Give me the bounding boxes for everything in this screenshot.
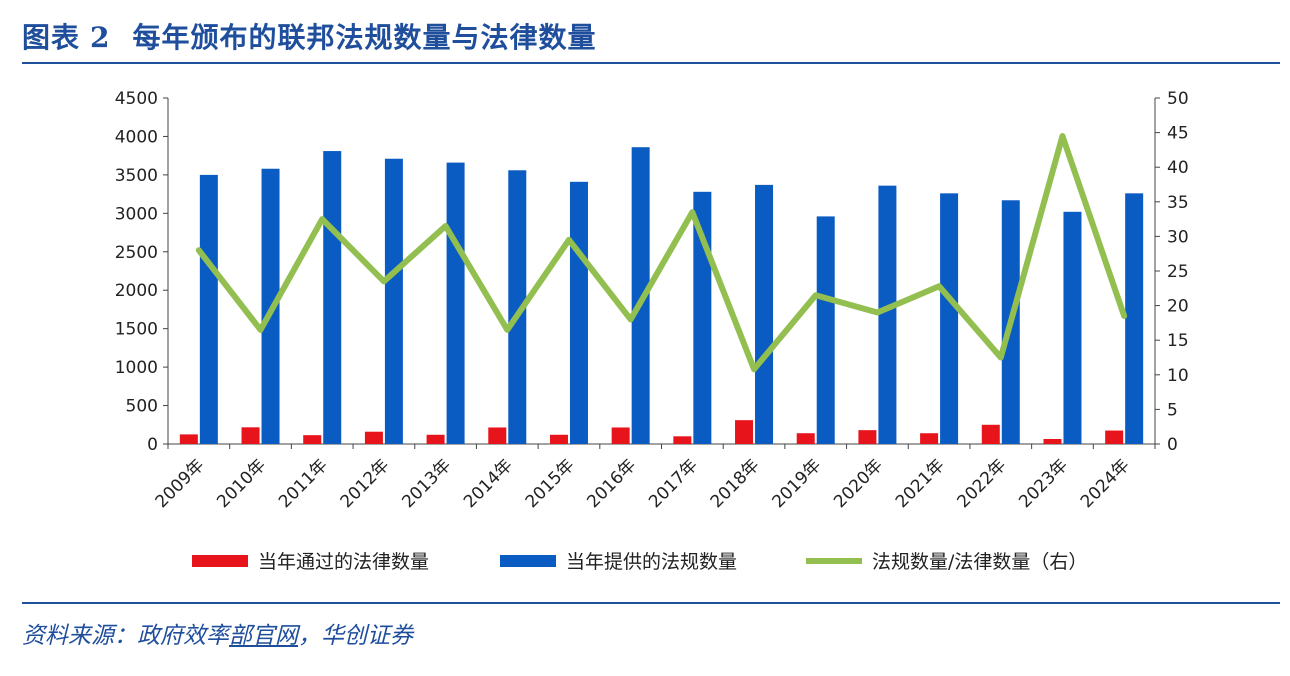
x-tick-label: 2010年 bbox=[213, 455, 270, 512]
x-tick-label: 2016年 bbox=[583, 455, 640, 512]
left-tick-label: 3500 bbox=[115, 166, 158, 186]
bar-laws bbox=[673, 436, 692, 444]
right-tick-label: 35 bbox=[1167, 193, 1189, 213]
right-tick-label: 0 bbox=[1167, 435, 1178, 455]
bar-regulations bbox=[755, 184, 774, 444]
right-tick-label: 25 bbox=[1167, 262, 1189, 282]
left-tick-label: 1500 bbox=[115, 320, 158, 340]
bar-laws bbox=[426, 434, 445, 444]
x-tick-label: 2012年 bbox=[337, 455, 394, 512]
left-tick-label: 3000 bbox=[115, 204, 158, 224]
legend-swatch-regulations bbox=[500, 555, 556, 567]
right-tick-label: 45 bbox=[1167, 124, 1189, 144]
bar-regulations bbox=[816, 216, 835, 444]
x-tick-label: 2021年 bbox=[892, 455, 949, 512]
source-prefix: 资料来源：政府效率 bbox=[22, 623, 229, 649]
figure-number: 2 bbox=[90, 21, 111, 54]
figure-title-text: 每年颁布的联邦法规数量与法律数量 bbox=[132, 21, 597, 54]
bar-laws bbox=[611, 427, 630, 444]
x-tick-label: 2017年 bbox=[645, 455, 702, 512]
x-tick-label: 2011年 bbox=[275, 455, 332, 512]
bar-regulations bbox=[940, 193, 959, 444]
bar-regulations bbox=[323, 151, 342, 444]
bar-regulations bbox=[384, 158, 403, 444]
bar-laws bbox=[735, 420, 754, 444]
bar-laws bbox=[488, 427, 507, 444]
bar-laws bbox=[920, 433, 939, 444]
x-tick-label: 2014年 bbox=[460, 455, 517, 512]
chart-title: 图表 2 每年颁布的联邦法规数量与法律数量 bbox=[22, 16, 597, 56]
legend-label-regulations: 当年提供的法规数量 bbox=[566, 551, 737, 573]
x-tick-labels: 2009年 2010年 2011年 2012年 2013年 2014年 2015年 2016年… bbox=[152, 455, 1134, 512]
left-tick-label: 500 bbox=[126, 397, 158, 417]
source-suffix: ，华创证券 bbox=[298, 623, 413, 649]
bar-laws bbox=[241, 427, 260, 444]
bar-laws bbox=[981, 424, 1000, 444]
figure-label: 图表 bbox=[22, 21, 81, 54]
left-tick-label: 4000 bbox=[115, 127, 158, 147]
bar-regulations bbox=[1125, 193, 1144, 444]
source-note: 资料来源：政府效率部官网，华创证券 bbox=[22, 616, 413, 650]
legend-label-ratio: 法规数量/法律数量（右） bbox=[872, 551, 1087, 573]
bottom-divider bbox=[22, 602, 1280, 604]
left-tick-label: 4500 bbox=[115, 89, 158, 109]
x-tick-label: 2022年 bbox=[954, 455, 1011, 512]
x-tick-label: 2018年 bbox=[707, 455, 764, 512]
x-tick-label: 2013年 bbox=[398, 455, 455, 512]
x-tick-label: 2019年 bbox=[768, 455, 825, 512]
x-tick-label: 2020年 bbox=[830, 455, 887, 512]
bar-regulations bbox=[878, 185, 897, 445]
bar-regulations bbox=[199, 174, 218, 444]
bar-regulations bbox=[631, 147, 650, 444]
legend-swatch-laws bbox=[192, 555, 248, 567]
bar-laws bbox=[303, 435, 322, 444]
line-layer bbox=[195, 133, 1128, 373]
chart-svg: 0 500 1000 1500 2000 2500 3000 3500 4000 4500 0 5 10… bbox=[115, 89, 1189, 573]
bar-regulations bbox=[446, 162, 465, 444]
bars-layer bbox=[179, 147, 1144, 445]
legend-label-laws: 当年通过的法律数量 bbox=[258, 551, 429, 573]
x-tick-label: 2009年 bbox=[152, 455, 209, 512]
bar-laws bbox=[796, 433, 815, 444]
right-tick-label: 20 bbox=[1167, 297, 1189, 317]
bar-laws bbox=[364, 431, 383, 444]
top-divider bbox=[22, 62, 1280, 64]
legend: 当年通过的法律数量 当年提供的法规数量 法规数量/法律数量（右） bbox=[192, 551, 1087, 573]
right-tick-label: 5 bbox=[1167, 400, 1178, 420]
x-tick-label: 2015年 bbox=[522, 455, 579, 512]
right-tick-label: 15 bbox=[1167, 331, 1189, 351]
left-tick-label: 2500 bbox=[115, 243, 158, 263]
bar-regulations bbox=[508, 170, 527, 444]
x-tick-label: 2023年 bbox=[1015, 455, 1072, 512]
bar-regulations bbox=[1063, 211, 1082, 444]
right-tick-label: 50 bbox=[1167, 89, 1189, 109]
left-tick-label: 0 bbox=[147, 435, 158, 455]
ratio-series-line bbox=[195, 133, 1128, 373]
bar-laws bbox=[549, 434, 568, 444]
x-tick-label: 2024年 bbox=[1077, 455, 1134, 512]
bar-regulations bbox=[569, 181, 588, 444]
right-tick-label: 30 bbox=[1167, 227, 1189, 247]
source-link[interactable]: 部官网 bbox=[229, 623, 298, 649]
left-tick-label: 2000 bbox=[115, 281, 158, 301]
bar-laws bbox=[1043, 439, 1062, 444]
left-tick-label: 1000 bbox=[115, 358, 158, 378]
bar-laws bbox=[858, 430, 877, 444]
right-tick-label: 10 bbox=[1167, 366, 1189, 386]
bar-laws bbox=[179, 434, 198, 444]
right-tick-label: 40 bbox=[1167, 158, 1189, 178]
bar-laws bbox=[1105, 430, 1124, 444]
